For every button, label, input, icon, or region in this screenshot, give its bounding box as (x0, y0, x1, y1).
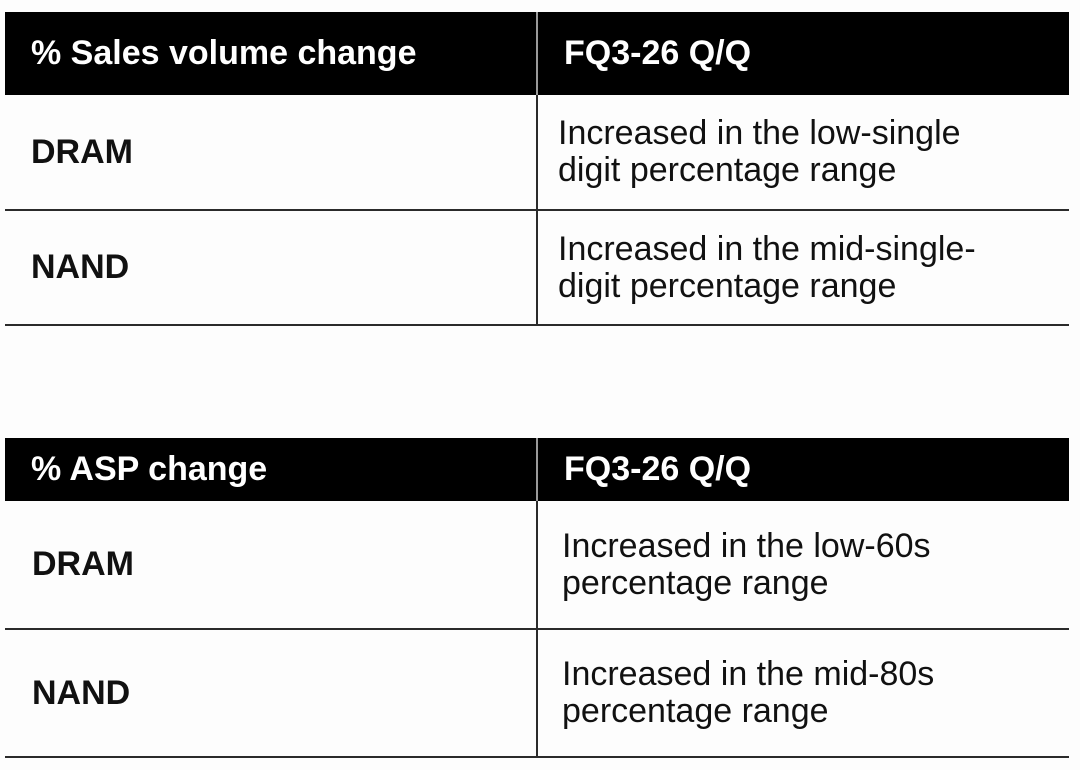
row-value-nand: Increased in the mid-80s percentage rang… (536, 629, 1069, 758)
asp-change-table: % ASP change FQ3-26 Q/Q DRAM Increased i… (5, 438, 1069, 758)
row-value-line: percentage range (562, 692, 829, 730)
row-value-dram: Increased in the low-60s percentage rang… (536, 501, 1069, 630)
row-value-line: Increased in the low-single (558, 114, 961, 152)
row-value-dram: Increased in the low-single digit percen… (536, 95, 1069, 211)
header-period: FQ3-26 Q/Q (536, 12, 1069, 95)
table-row-dram: DRAM Increased in the low-single digit p… (5, 95, 1069, 211)
header-period: FQ3-26 Q/Q (536, 438, 1069, 501)
sales-volume-change-table: % Sales volume change FQ3-26 Q/Q DRAM In… (5, 12, 1069, 326)
row-value-line: Increased in the mid-single- (558, 229, 976, 268)
table-row-nand: NAND Increased in the mid-80s percentage… (5, 629, 1069, 758)
row-label-dram: DRAM (5, 501, 537, 630)
table-header-row: % Sales volume change FQ3-26 Q/Q (5, 12, 1069, 95)
row-value-line: Increased in the low-60s (562, 526, 931, 565)
table-header-row: % ASP change FQ3-26 Q/Q (5, 438, 1069, 501)
header-metric: % Sales volume change (5, 12, 537, 95)
row-value-line: digit percentage range (558, 266, 897, 305)
header-metric: % ASP change (5, 438, 537, 501)
table-row-nand: NAND Increased in the mid-single- digit … (5, 210, 1069, 326)
row-label-nand: NAND (5, 210, 537, 326)
row-value-line: percentage range (562, 563, 829, 602)
row-value-line: digit percentage range (558, 151, 897, 189)
row-label-dram: DRAM (5, 95, 537, 211)
row-label-nand: NAND (5, 629, 537, 758)
row-value-line: Increased in the mid-80s (562, 655, 935, 693)
row-value-nand: Increased in the mid-single- digit perce… (536, 210, 1069, 326)
table-row-dram: DRAM Increased in the low-60s percentage… (5, 501, 1069, 630)
